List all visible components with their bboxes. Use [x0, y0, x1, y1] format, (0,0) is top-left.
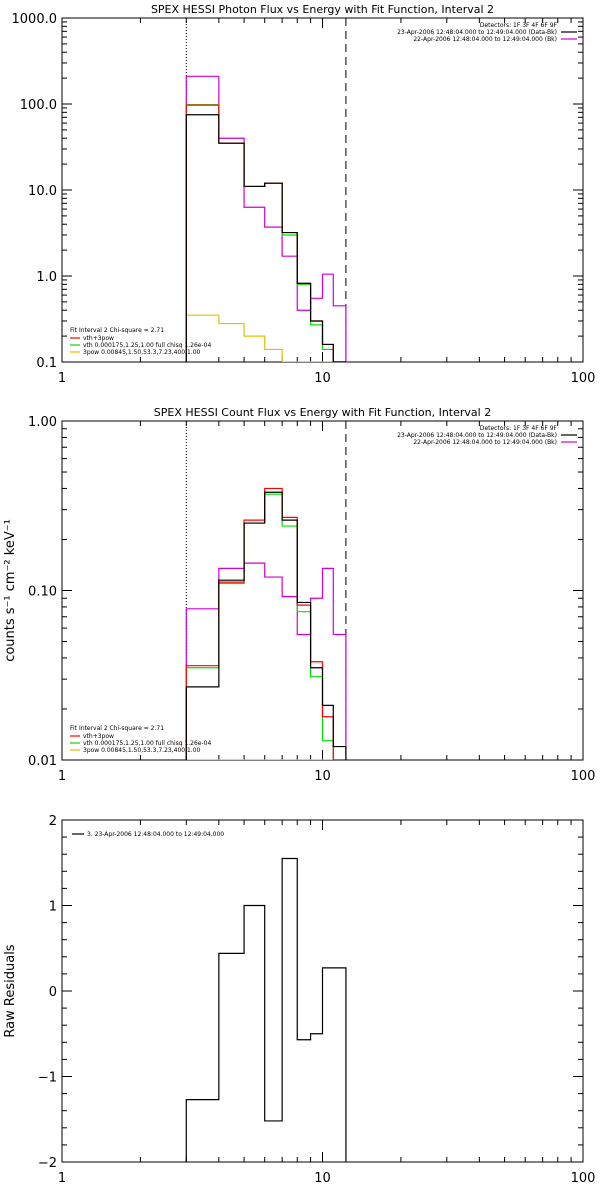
legend-fit-text: vth 0.000175,1.25,1.00 full chisq 1.26e-… [83, 342, 211, 349]
legend-fit-header: Fit Interval 2 Chi-square = 2.71 [70, 327, 164, 334]
chart-title: SPEX HESSI Photon Flux vs Energy with Fi… [151, 3, 494, 16]
legend-top-text: 22-Apr-2006 12:48:04.000 to 12:49:04.000… [413, 36, 557, 43]
legend-fit-text: vth 0.000175,1.25,1.00 full chisq 1.26e-… [83, 740, 211, 747]
chart-panel-2: SPEX HESSI Count Flux vs Energy with Fit… [3, 406, 595, 784]
x-tick-label: 10 [314, 371, 331, 386]
x-tick-label: 1 [58, 769, 66, 784]
chart-title: SPEX HESSI Count Flux vs Energy with Fit… [154, 406, 491, 419]
y-tick-label: 0.01 [28, 754, 57, 769]
legend-fit-text: 3pow 0.00845,1.50,53.3,7.23,400,1.00 [83, 349, 201, 356]
legend-fit-header: Fit Interval 2 Chi-square = 2.71 [70, 725, 164, 732]
series-total-line [185, 857, 347, 1162]
plot-frame [61, 17, 584, 363]
x-tick-label: 100 [571, 371, 596, 386]
series-vth-line [185, 493, 346, 760]
x-tick-label: 1 [58, 371, 66, 386]
series-total-line [185, 114, 346, 362]
y-tick-label: 1 [49, 900, 57, 915]
y-tick-label: 0.1 [36, 356, 57, 371]
y-tick-label: 2 [49, 814, 57, 829]
y-tick-label: −1 [38, 1071, 57, 1086]
y-tick-label: −2 [38, 1156, 57, 1171]
x-tick-label: 100 [571, 769, 596, 784]
series-total-line [185, 491, 347, 760]
legend-top-text: 23-Apr-2006 12:48:04.000 to 12:49:04.000… [397, 29, 557, 36]
series-background-line [185, 562, 347, 760]
series-3pow-line [185, 314, 346, 362]
y-tick-label: 100.0 [20, 98, 57, 113]
x-tick-label: 100 [571, 1171, 596, 1186]
legend-fit-text: vth+3pow [83, 733, 114, 740]
y-tick-label: 0 [49, 985, 57, 1000]
legend-top-text: Detectors: 1F 3F 4F 6F 9F [480, 425, 558, 432]
y-tick-label: 0.10 [28, 585, 57, 600]
series-background-line [185, 75, 347, 362]
y-tick-label: 10.0 [28, 184, 57, 199]
legend-top-text: 23-Apr-2006 12:48:04.000 to 12:49:04.000… [397, 432, 557, 439]
x-tick-label: 1 [58, 1171, 66, 1186]
legend-fit-text: 3pow 0.00845,1.50,53.3,7.23,400,1.00 [83, 747, 201, 754]
legend-top-text: Detectors: 1F 3F 4F 6F 9F [480, 22, 558, 29]
y-axis-label: counts s⁻¹ cm⁻² keV⁻¹ [3, 519, 18, 662]
y-tick-label: 1000.0 [12, 12, 58, 27]
y-tick-label: 1.0 [36, 270, 57, 285]
y-axis-label: Raw Residuals [3, 944, 18, 1037]
x-tick-label: 10 [314, 769, 331, 784]
x-tick-label: 10 [314, 1171, 331, 1186]
legend-fit-text: vth+3pow [83, 335, 114, 342]
legend-top-text: 22-Apr-2006 12:48:04.000 to 12:49:04.000… [413, 439, 557, 446]
legend-top-text: 3. 23-Apr-2006 12:48:04.000 to 12:49:04.… [87, 831, 224, 838]
chart-panel-1: SPEX HESSI Photon Flux vs Energy with Fi… [12, 3, 596, 386]
y-tick-label: 1.00 [28, 415, 57, 430]
